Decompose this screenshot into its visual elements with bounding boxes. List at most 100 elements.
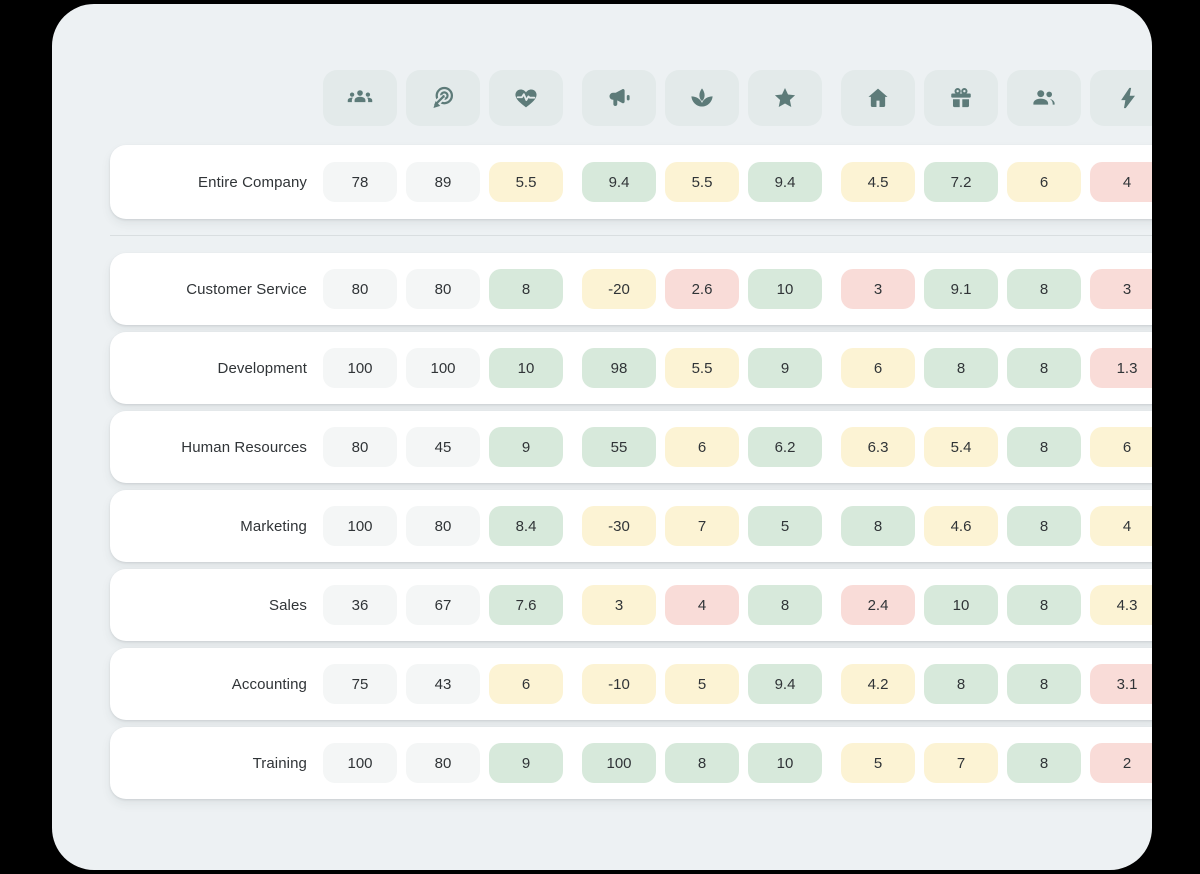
metric-cell[interactable]: 2 (1090, 743, 1152, 783)
metric-cell[interactable]: 8 (924, 664, 998, 704)
star-column-header[interactable] (748, 70, 822, 126)
table-row[interactable]: Marketing 100 80 8.4 -30 7 5 8 4.6 8 4 (110, 490, 1152, 562)
metric-cell[interactable]: 80 (406, 743, 480, 783)
metric-cell[interactable]: 2.4 (841, 585, 915, 625)
metric-cell[interactable]: 5.5 (665, 348, 739, 388)
metric-cell[interactable]: -10 (582, 664, 656, 704)
metric-cell[interactable]: 80 (406, 269, 480, 309)
metric-cell[interactable]: 3 (841, 269, 915, 309)
metric-cell[interactable]: 5 (841, 743, 915, 783)
metric-cell[interactable]: 4.3 (1090, 585, 1152, 625)
home-column-header[interactable] (841, 70, 915, 126)
metric-cell[interactable]: 100 (323, 348, 397, 388)
table-row[interactable]: Customer Service 80 80 8 -20 2.6 10 3 9.1 8 3 (110, 253, 1152, 325)
metric-cell[interactable]: 3 (582, 585, 656, 625)
metric-cell[interactable]: 8 (748, 585, 822, 625)
metric-cell[interactable]: 9.4 (582, 162, 656, 202)
metric-cell[interactable]: 9 (489, 743, 563, 783)
metric-cell[interactable]: 43 (406, 664, 480, 704)
metric-cell[interactable]: 4.2 (841, 664, 915, 704)
metric-cell[interactable]: 6 (1090, 427, 1152, 467)
metric-cell[interactable]: 78 (323, 162, 397, 202)
metric-cell[interactable]: 100 (323, 743, 397, 783)
metric-cell[interactable]: 10 (748, 743, 822, 783)
metric-cell[interactable]: 80 (323, 269, 397, 309)
target-click-column-header[interactable] (406, 70, 480, 126)
metric-cell[interactable]: 8 (1007, 743, 1081, 783)
gift-column-header[interactable] (924, 70, 998, 126)
metric-cell[interactable]: 6 (665, 427, 739, 467)
metric-cell[interactable]: 5 (748, 506, 822, 546)
metric-cell[interactable]: 9.4 (748, 664, 822, 704)
metric-cell[interactable]: 4.6 (924, 506, 998, 546)
metric-cell[interactable]: 5.5 (489, 162, 563, 202)
metric-cell[interactable]: 100 (582, 743, 656, 783)
metric-cell[interactable]: 80 (406, 506, 480, 546)
metric-cell[interactable]: 7.2 (924, 162, 998, 202)
metric-cell[interactable]: 55 (582, 427, 656, 467)
metric-cell[interactable]: 5 (665, 664, 739, 704)
spa-column-header[interactable] (665, 70, 739, 126)
metric-cell[interactable]: 6.2 (748, 427, 822, 467)
heart-pulse-column-header[interactable] (489, 70, 563, 126)
metric-cell[interactable]: 7 (665, 506, 739, 546)
metric-cell[interactable]: 9 (748, 348, 822, 388)
metric-cell[interactable]: 8 (924, 348, 998, 388)
bolt-icon (1121, 87, 1136, 109)
metric-cell[interactable]: 6 (841, 348, 915, 388)
metric-cell[interactable]: 4 (1090, 162, 1152, 202)
metric-cell[interactable]: 10 (748, 269, 822, 309)
metric-cell[interactable]: -20 (582, 269, 656, 309)
metric-cell[interactable]: 1.3 (1090, 348, 1152, 388)
metric-cell[interactable]: 45 (406, 427, 480, 467)
groups-column-header[interactable] (323, 70, 397, 126)
metric-cell[interactable]: 4 (1090, 506, 1152, 546)
metric-cell[interactable]: 9.4 (748, 162, 822, 202)
metric-cell[interactable]: 67 (406, 585, 480, 625)
metric-cell[interactable]: 7.6 (489, 585, 563, 625)
metric-cell[interactable]: 80 (323, 427, 397, 467)
metric-cell[interactable]: 8 (1007, 348, 1081, 388)
metric-cell[interactable]: 4 (665, 585, 739, 625)
metric-cell[interactable]: 100 (323, 506, 397, 546)
gift-icon (951, 88, 971, 108)
metric-cell[interactable]: 8 (1007, 269, 1081, 309)
table-row[interactable]: Development 100 100 10 98 5.5 9 6 8 8 1.3 (110, 332, 1152, 404)
megaphone-column-header[interactable] (582, 70, 656, 126)
metric-cell[interactable]: 10 (924, 585, 998, 625)
metric-cell[interactable]: 8 (1007, 585, 1081, 625)
table-row[interactable]: Human Resources 80 45 9 55 6 6.2 6.3 5.4 8 6 (110, 411, 1152, 483)
metric-cell[interactable]: 8 (1007, 506, 1081, 546)
table-row[interactable]: Training 100 80 9 100 8 10 5 7 8 2 (110, 727, 1152, 799)
metric-cell[interactable]: 9.1 (924, 269, 998, 309)
people-pair-column-header[interactable] (1007, 70, 1081, 126)
metric-cell[interactable]: 3.1 (1090, 664, 1152, 704)
metric-cell[interactable]: 8.4 (489, 506, 563, 546)
metric-cell[interactable]: 89 (406, 162, 480, 202)
table-row[interactable]: Entire Company 78 89 5.5 9.4 5.5 9.4 4.5 7.2 6 4 (110, 145, 1152, 219)
table-row[interactable]: Accounting 75 43 6 -10 5 9.4 4.2 8 8 3.1 (110, 648, 1152, 720)
metric-cell[interactable]: 10 (489, 348, 563, 388)
metric-cell[interactable]: 8 (1007, 427, 1081, 467)
metric-cell[interactable]: 8 (841, 506, 915, 546)
metric-cell[interactable]: 2.6 (665, 269, 739, 309)
metric-cell[interactable]: -30 (582, 506, 656, 546)
metric-cell[interactable]: 98 (582, 348, 656, 388)
bolt-column-header[interactable] (1090, 70, 1152, 126)
metric-cell[interactable]: 8 (489, 269, 563, 309)
metric-cell[interactable]: 36 (323, 585, 397, 625)
metric-cell[interactable]: 6 (489, 664, 563, 704)
metric-cell[interactable]: 100 (406, 348, 480, 388)
metric-cell[interactable]: 7 (924, 743, 998, 783)
metric-cell[interactable]: 8 (1007, 664, 1081, 704)
metric-cell[interactable]: 3 (1090, 269, 1152, 309)
metric-cell[interactable]: 6.3 (841, 427, 915, 467)
metric-cell[interactable]: 5.5 (665, 162, 739, 202)
table-row[interactable]: Sales 36 67 7.6 3 4 8 2.4 10 8 4.3 (110, 569, 1152, 641)
metric-cell[interactable]: 4.5 (841, 162, 915, 202)
metric-cell[interactable]: 6 (1007, 162, 1081, 202)
metric-cell[interactable]: 5.4 (924, 427, 998, 467)
metric-cell[interactable]: 9 (489, 427, 563, 467)
metric-cell[interactable]: 75 (323, 664, 397, 704)
metric-cell[interactable]: 8 (665, 743, 739, 783)
